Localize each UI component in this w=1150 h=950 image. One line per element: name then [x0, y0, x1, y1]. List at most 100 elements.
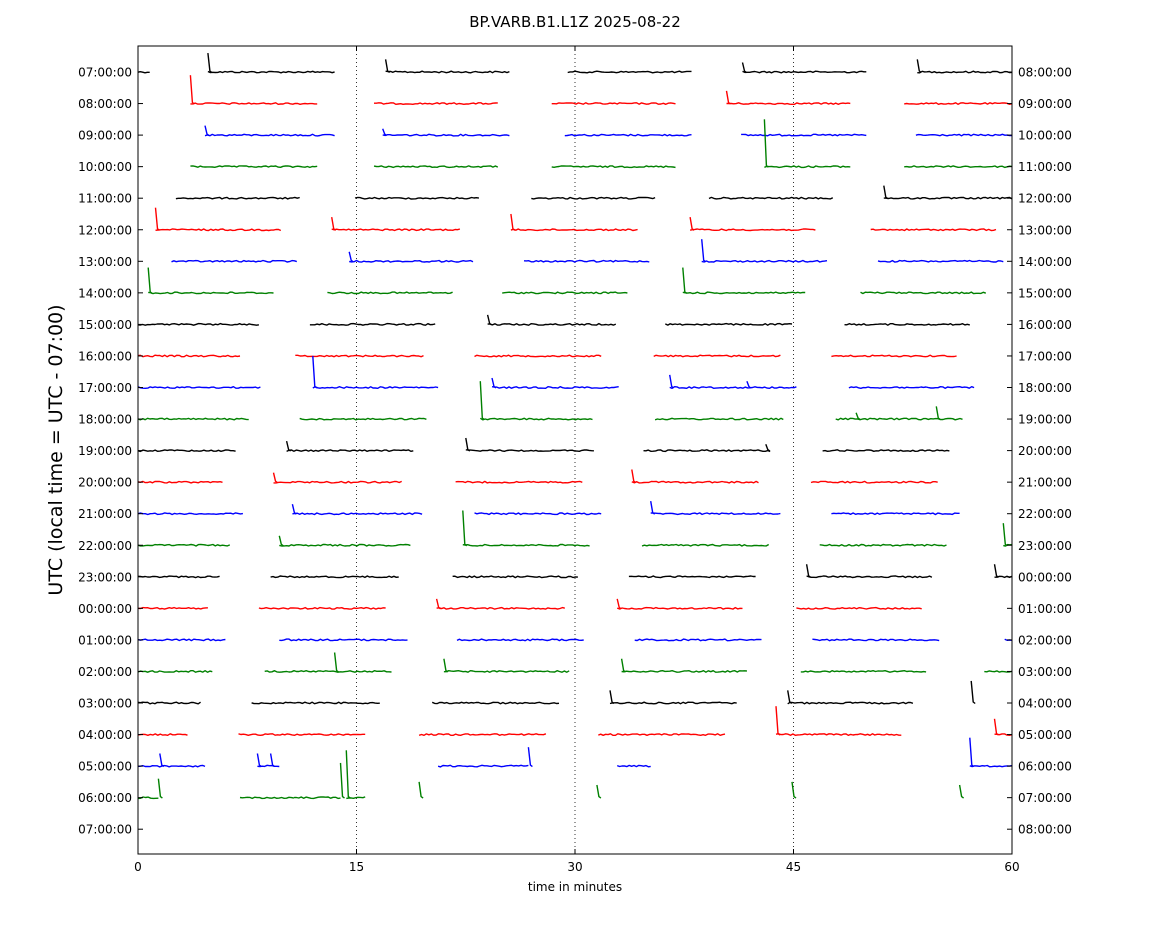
y-tick-label-left: 15:00:00 [78, 318, 132, 332]
trace-segment [270, 575, 399, 579]
y-tick-label-left: 10:00:00 [78, 160, 132, 174]
trace-segment [969, 764, 1013, 768]
trace-segment [631, 480, 759, 484]
trace-segment [474, 512, 602, 516]
trace-event [791, 781, 797, 799]
y-tick-label-right: 11:00:00 [1018, 160, 1072, 174]
trace-segment [664, 322, 793, 326]
trace-event [278, 535, 284, 547]
trace-segment [616, 764, 651, 768]
y-tick-label-right: 15:00:00 [1018, 286, 1072, 300]
trace-segment [904, 165, 1013, 169]
trace-event [462, 510, 468, 547]
trace-segment [137, 575, 220, 579]
trace-segment [175, 196, 300, 200]
trace-event [510, 213, 516, 231]
y-tick-label-left: 05:00:00 [78, 760, 132, 774]
trace-segment [292, 512, 423, 516]
trace-event [157, 778, 163, 799]
x-tick-label: 60 [1004, 860, 1019, 874]
trace-segment [171, 259, 298, 263]
trace-segment [331, 228, 461, 232]
axis-ticks: 07:00:00 08:00:00 09:00:00 10:00:00 11:00:00… [78, 46, 1072, 874]
trace-event [682, 267, 688, 294]
y-tick-label-left: 00:00:00 [78, 602, 132, 616]
trace-event [435, 598, 442, 610]
trace-segment [701, 259, 828, 263]
y-tick-label-right: 04:00:00 [1018, 697, 1072, 711]
trace-event [207, 53, 213, 74]
trace-segment [251, 701, 380, 705]
trace-event [256, 753, 262, 768]
y-tick-label-right: 10:00:00 [1018, 129, 1072, 143]
y-tick-label-right: 00:00:00 [1018, 570, 1072, 584]
trace-segment [822, 449, 950, 452]
y-tick-label-left: 20:00:00 [78, 476, 132, 490]
trace-segment [628, 575, 756, 579]
y-tick-label-right: 13:00:00 [1018, 223, 1072, 237]
trace-segment [309, 322, 436, 326]
trace-segment [870, 228, 997, 232]
trace-event [787, 690, 793, 705]
trace-event [1002, 523, 1008, 547]
trace-segment [523, 259, 650, 263]
trace-segment [137, 354, 241, 358]
trace-event [443, 658, 449, 673]
trace-event [620, 658, 627, 673]
x-tick-label: 15 [349, 860, 364, 874]
trace-event [154, 207, 160, 231]
trace-event [616, 598, 622, 610]
trace-segment [764, 165, 851, 169]
trace-segment [883, 196, 1013, 200]
trace-segment [1003, 543, 1013, 547]
trace-segment [238, 733, 366, 736]
trace-segment [860, 291, 987, 295]
y-tick-label-right: 08:00:00 [1018, 823, 1072, 837]
trace-segment [456, 638, 584, 642]
trace-event [272, 472, 278, 484]
trace-segment [299, 417, 427, 421]
trace-event [970, 680, 976, 705]
y-tick-label-left: 02:00:00 [78, 665, 132, 679]
y-tick-label-right: 16:00:00 [1018, 318, 1072, 332]
trace-segment [812, 638, 940, 642]
trace-event [596, 784, 602, 799]
y-tick-label-left: 09:00:00 [78, 129, 132, 143]
trace-segment [137, 449, 236, 453]
y-tick-label-right: 06:00:00 [1018, 760, 1072, 774]
trace-segment [653, 354, 781, 358]
trace-segment [491, 386, 619, 389]
trace-segment [462, 543, 590, 547]
trace-event [958, 784, 965, 799]
y-tick-label-left: 14:00:00 [78, 286, 132, 300]
trace-event [741, 62, 747, 74]
trace-segment [904, 102, 1013, 106]
trace-segment [279, 638, 408, 642]
trace-segment [327, 291, 453, 295]
y-tick-label-right: 17:00:00 [1018, 349, 1072, 363]
trace-event [382, 128, 388, 137]
trace-event [689, 216, 695, 231]
y-tick-label-right: 19:00:00 [1018, 413, 1072, 427]
y-tick-label-left: 17:00:00 [78, 381, 132, 395]
trace-event [993, 564, 999, 578]
trace-event [935, 406, 941, 421]
trace-segment [239, 796, 295, 800]
trace-segment [741, 133, 867, 137]
trace-segment [465, 449, 594, 452]
chart-title: BP.VARB.B1.L1Z 2025-08-22 [469, 13, 681, 31]
trace-segment [877, 259, 1004, 263]
trace-event [725, 90, 731, 105]
trace-event [269, 753, 276, 768]
x-tick-label: 45 [786, 860, 801, 874]
trace-segment [190, 102, 318, 106]
trace-event [993, 718, 999, 736]
trace-segment [616, 606, 743, 610]
trace-segment [787, 701, 914, 705]
trace-segment [598, 733, 726, 736]
trace-event [775, 706, 781, 736]
trace-event [285, 440, 292, 452]
y-tick-label-left: 01:00:00 [78, 633, 132, 647]
trace-segment [455, 480, 583, 484]
y-tick-label-left: 16:00:00 [78, 349, 132, 363]
